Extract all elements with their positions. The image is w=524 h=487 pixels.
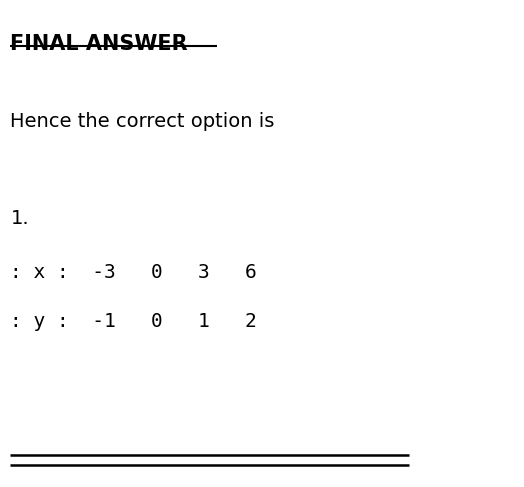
Text: 1.: 1. (10, 209, 29, 228)
Text: : y :  -1   0   1   2: : y : -1 0 1 2 (10, 312, 257, 331)
Text: FINAL ANSWER: FINAL ANSWER (10, 34, 188, 54)
Text: : x :  -3   0   3   6: : x : -3 0 3 6 (10, 263, 257, 282)
Text: Hence the correct option is: Hence the correct option is (10, 112, 275, 131)
